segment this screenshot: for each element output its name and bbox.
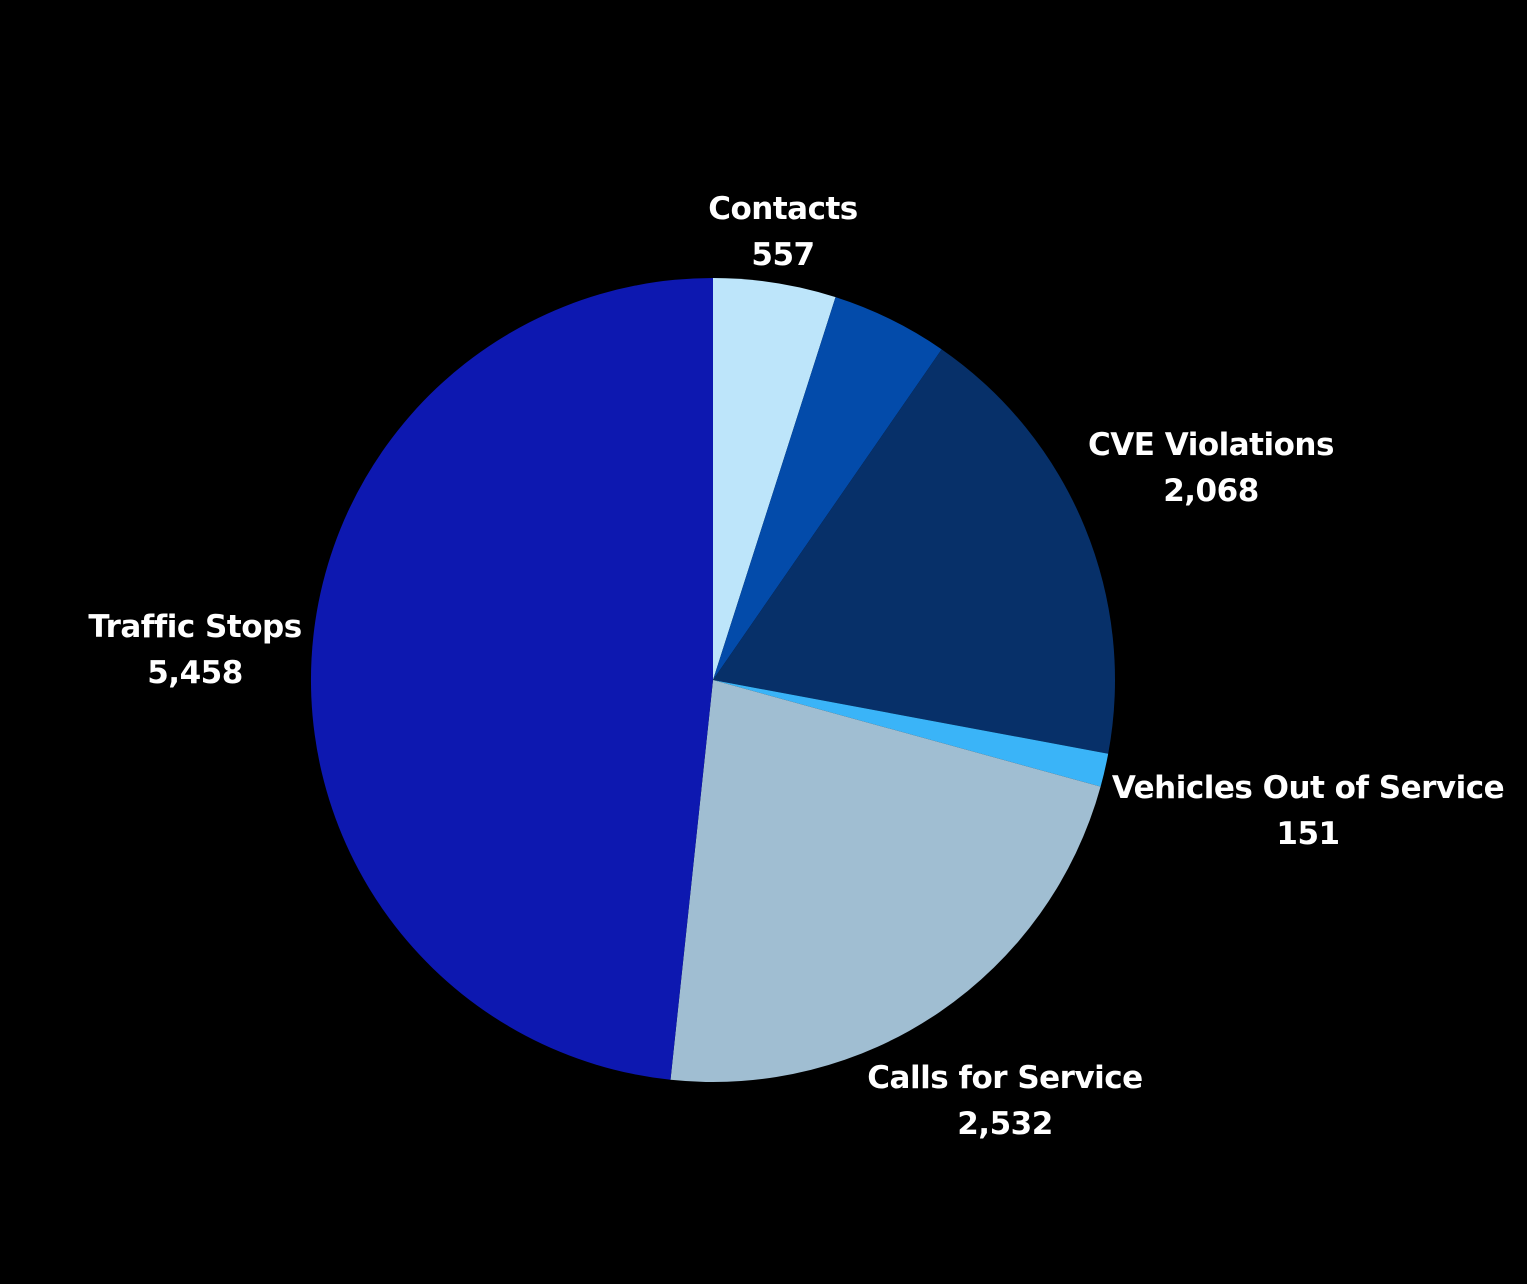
slice-label-name: Calls for Service — [867, 1060, 1143, 1096]
slice-label-calls-for-service: Calls for Service 2,532 — [867, 1055, 1143, 1147]
pie-slice-cve-violations — [713, 349, 1116, 754]
slice-label-name: Vehicles Out of Service — [1111, 770, 1505, 806]
pie-slice-unlabeled-1 — [713, 297, 942, 680]
pie-slice-calls-for-service — [670, 680, 1101, 1083]
slice-label-value: 2,068 — [1163, 473, 1259, 509]
slice-label-name: Traffic Stops — [88, 609, 302, 645]
slice-label-value: 2,532 — [957, 1106, 1053, 1142]
slice-label-value: 151 — [1276, 816, 1340, 852]
slice-label-name: Contacts — [708, 191, 858, 227]
pie-slice-vehicles-out-of-service — [713, 680, 1109, 787]
slice-label-vehicles-out-of-service: Vehicles Out of Service 151 — [1111, 765, 1505, 857]
pie-slice-contacts — [713, 278, 836, 680]
slice-label-value: 5,458 — [147, 655, 243, 691]
slice-label-contacts: Contacts 557 — [708, 186, 858, 278]
pie-slice-traffic-stops — [310, 277, 713, 1080]
slice-label-traffic-stops: Traffic Stops 5,458 — [88, 604, 302, 696]
slice-label-value: 557 — [751, 237, 815, 273]
slice-label-name: CVE Violations — [1088, 427, 1334, 463]
slice-label-cve-violations: CVE Violations 2,068 — [1088, 422, 1334, 514]
